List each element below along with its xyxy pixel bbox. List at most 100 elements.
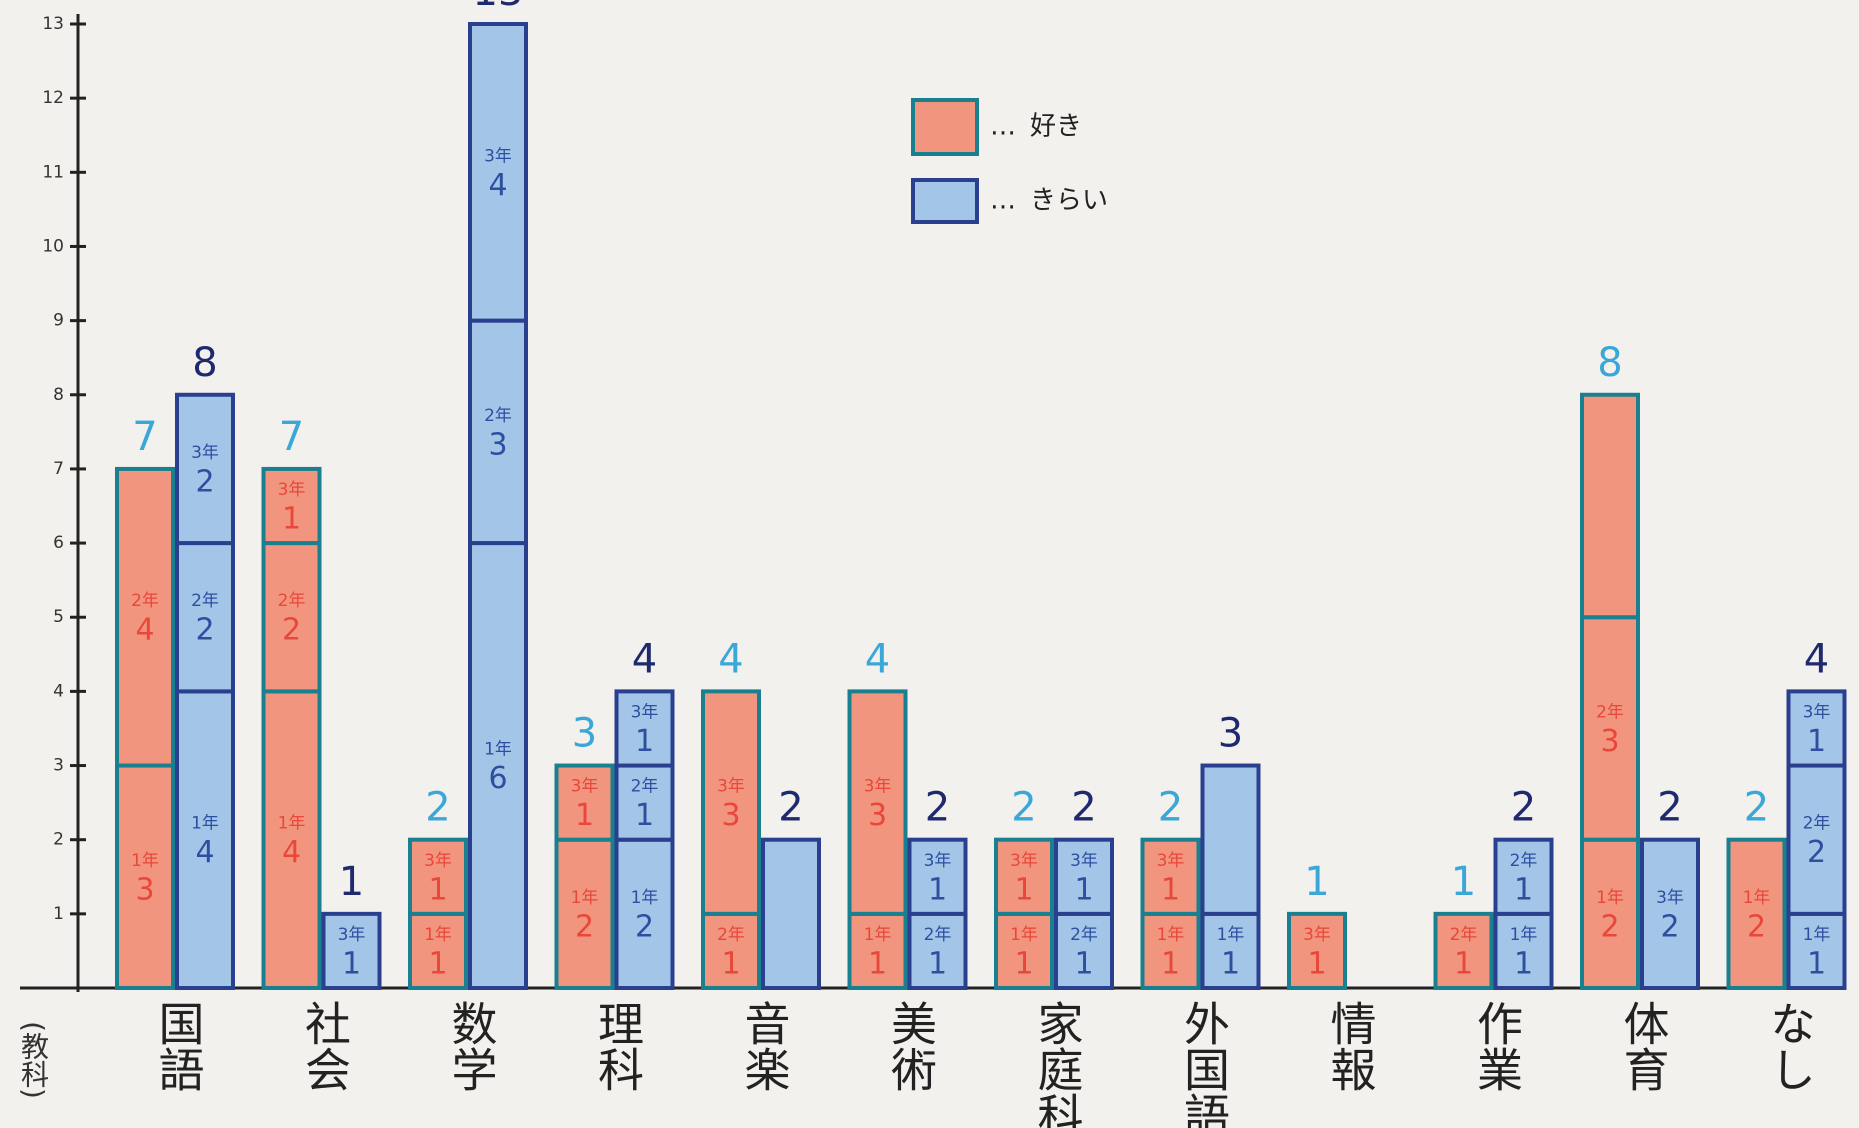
segment-grade: 3年 [631,702,659,722]
y-tick-label: 7 [53,459,64,479]
segment-value: 1 [1014,872,1033,907]
bar-segment [468,541,528,990]
segment-grade: 1年 [631,888,659,908]
segment-grade: 1年 [571,888,599,908]
bar-segment [554,837,615,991]
segment-value: 1 [428,872,447,907]
segment-grade: 3年 [717,777,745,797]
segment-value: 2 [1660,909,1679,944]
bar-segment [1287,911,1347,990]
total-label: 4 [1804,636,1829,682]
segment-value: 1 [282,502,301,537]
x-tick-label: 作業 [1470,1000,1524,1092]
y-tick-label: 5 [53,607,64,627]
legend: … 好き … きらい [911,98,1108,224]
segment-grade: 1年 [864,925,892,945]
segment-value: 1 [1307,946,1326,981]
segment-grade: 2年 [131,591,159,611]
y-tick-label: 3 [53,756,64,776]
bar-segment [408,911,468,990]
segment-value: 2 [195,464,214,499]
segment-grade: 2年 [1596,702,1624,722]
legend-dots: … [990,112,1016,142]
segment-value: 4 [135,613,154,648]
segment-value: 1 [1074,946,1093,981]
segment-value: 2 [1747,909,1766,944]
total-label: 4 [865,636,890,682]
bar-segment [1786,911,1847,990]
total-label: 2 [925,785,950,831]
segment-value: 3 [488,427,507,462]
total-label: 2 [425,785,450,831]
total-label: 8 [1597,340,1622,386]
bar-segment [554,763,615,842]
bar-segment [994,837,1054,916]
segment-value: 1 [1514,872,1533,907]
segment-grade: 2年 [924,925,952,945]
segment-grade: 3年 [424,851,452,871]
segment-value: 1 [428,946,447,981]
bar-segment [468,318,528,546]
bar-segment [175,541,235,694]
x-axis-label: (教科) [17,1021,50,1099]
segment-value: 2 [1600,909,1619,944]
segment-value: 1 [342,946,361,981]
segment-grade: 3年 [1803,702,1831,722]
total-label: 2 [1071,785,1096,831]
bar-segment [261,466,322,546]
segment-grade: 1年 [1010,925,1038,945]
bar-segment [701,911,761,990]
segment-grade: 1年 [1803,925,1831,945]
segment-grade: 3年 [191,443,219,463]
bar-segment [614,763,675,842]
bar-segment [1580,392,1640,620]
segment-value: 3 [868,798,887,833]
segment-grade: 1年 [424,925,452,945]
total-label: 8 [192,340,217,386]
segment-grade: 1年 [484,740,512,760]
segment-grade: 3年 [924,851,952,871]
bar-segment [614,689,675,768]
y-tick-label: 2 [53,830,64,850]
x-tick-label: 数学 [445,1000,499,1092]
bar-segment [761,837,821,991]
segment-grade: 2年 [278,591,306,611]
segment-value: 4 [488,168,507,203]
segment-value: 1 [721,946,740,981]
total-label: 4 [632,636,657,682]
total-label: 2 [1511,785,1536,831]
segment-grade: 1年 [1510,925,1538,945]
y-tick-label: 4 [53,681,64,701]
total-label: 3 [572,711,597,757]
bar-segment [175,392,235,546]
segment-grade: 3年 [1303,925,1331,945]
segment-value: 1 [1454,946,1473,981]
segment-value: 1 [928,946,947,981]
segment-value: 2 [1807,835,1826,870]
segment-grade: 1年 [1743,888,1771,908]
segment-value: 2 [575,909,594,944]
bar-segment [1140,911,1201,990]
x-tick-label: 国語 [152,1000,206,1092]
bar-segment [1433,911,1494,990]
bar-segment [1580,615,1640,842]
segment-grade: 1年 [1157,925,1185,945]
segment-value: 6 [488,761,507,796]
x-tick-label: 美術 [884,1000,938,1092]
total-label: 13 [473,0,524,15]
x-tick-label: 情報 [1324,1000,1378,1092]
bar-segment [1493,911,1554,990]
bar-segment [701,689,761,916]
total-label: 1 [1304,859,1329,905]
bar-segment [1640,837,1700,991]
segment-value: 3 [135,872,154,907]
segment-value: 1 [1807,724,1826,759]
segment-grade: 1年 [1596,888,1624,908]
bar-segment [1726,837,1787,991]
segment-value: 1 [1074,872,1093,907]
segment-value: 1 [1014,946,1033,981]
segment-grade: 2年 [1510,851,1538,871]
y-tick-label: 1 [53,904,64,924]
x-tick-label: なし [1763,1000,1817,1092]
segment-value: 3 [721,798,740,833]
